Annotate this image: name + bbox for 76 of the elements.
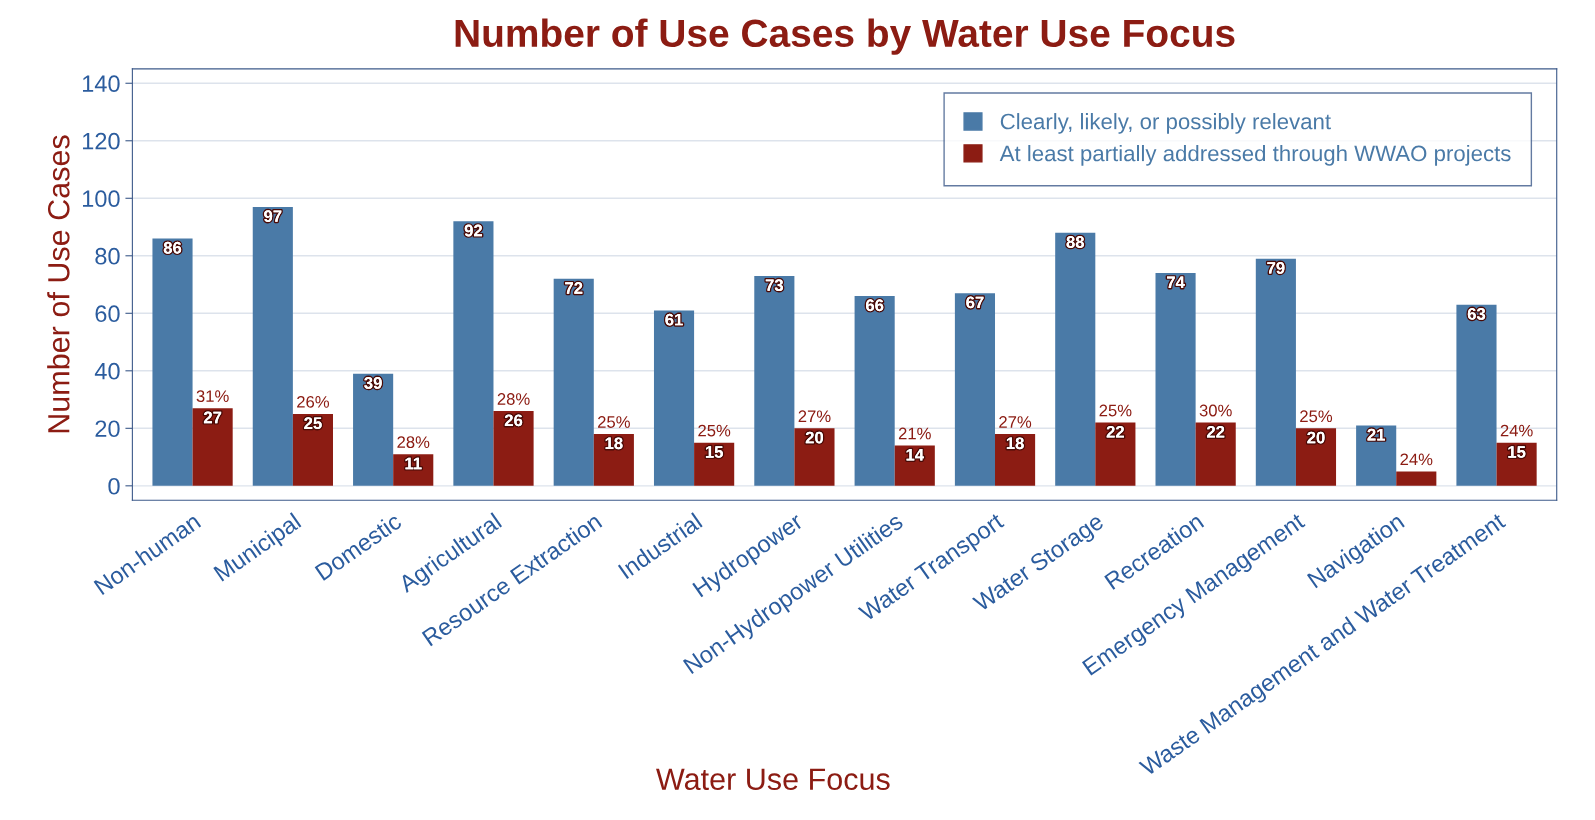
- data-label: 74: [1167, 276, 1185, 288]
- data-label: 86: [163, 241, 182, 254]
- bar: [1295, 428, 1337, 486]
- bar: [1055, 232, 1096, 486]
- data-label: 11: [405, 457, 422, 470]
- data-label: 92: [464, 224, 483, 237]
- data-label: 26: [504, 414, 523, 427]
- data-label: 72: [565, 282, 583, 294]
- annotation: 27%: [798, 410, 831, 423]
- data-label: 18: [605, 437, 623, 450]
- annotation: 31%: [196, 390, 229, 403]
- data-label: 88: [1066, 236, 1085, 248]
- annotation: 24%: [1500, 424, 1533, 437]
- bar: [353, 373, 394, 486]
- bar: [854, 296, 895, 486]
- annotation: 25%: [1300, 410, 1333, 423]
- bar: [292, 413, 333, 486]
- bar: [1396, 471, 1437, 486]
- data-label: 39: [364, 377, 382, 389]
- bar: [1155, 273, 1196, 486]
- legend-label: At least partially addressed through WWAO projects: [999, 144, 1511, 166]
- data-label: 14: [906, 449, 924, 461]
- bar: [1255, 258, 1296, 486]
- data-label: 66: [865, 299, 884, 312]
- data-label: 22: [1106, 425, 1124, 438]
- y-tick-label: 100: [82, 190, 120, 208]
- annotation: 28%: [397, 436, 430, 449]
- data-label: 15: [705, 446, 723, 458]
- bar: [754, 275, 795, 486]
- bar: [152, 238, 193, 486]
- bar: [192, 408, 233, 486]
- x-axis-title: Water Use Focus: [656, 768, 890, 791]
- bar: [1195, 422, 1236, 486]
- data-label: 27: [203, 411, 222, 424]
- data-label: 25: [304, 417, 322, 430]
- annotation: 25%: [1099, 404, 1132, 417]
- data-label: 73: [765, 279, 784, 292]
- data-label: 21: [1367, 428, 1385, 441]
- annotation: 25%: [598, 416, 630, 428]
- chart-title: Number of Use Cases by Water Use Focus: [455, 18, 1235, 55]
- data-label: 22: [1206, 425, 1225, 438]
- bar: [1095, 422, 1136, 486]
- bar: [1456, 304, 1497, 486]
- data-label: 15: [1508, 446, 1526, 458]
- data-label: 61: [665, 313, 683, 326]
- bar: [1356, 425, 1397, 486]
- y-tick-label: 20: [95, 420, 120, 438]
- y-tick-label: 40: [94, 362, 120, 380]
- bar: [493, 411, 534, 486]
- data-label: 20: [1307, 431, 1325, 444]
- annotation: 30%: [1199, 404, 1232, 417]
- annotation: 24%: [1400, 453, 1433, 466]
- data-label: 79: [1267, 261, 1285, 274]
- y-tick-label: 0: [108, 477, 120, 495]
- data-label: 97: [264, 210, 282, 223]
- bar: [653, 310, 695, 486]
- annotation: 25%: [698, 424, 731, 437]
- annotation: 27%: [999, 416, 1032, 428]
- data-label: 63: [1467, 307, 1486, 320]
- bar: [553, 278, 594, 486]
- annotation: 26%: [297, 395, 330, 408]
- annotation: 28%: [497, 393, 530, 405]
- bar: [954, 293, 996, 486]
- y-tick-label: 80: [95, 247, 120, 265]
- y-tick-label: 60: [95, 305, 120, 323]
- data-label: 18: [1006, 437, 1024, 450]
- data-label: 67: [966, 296, 984, 309]
- bar: [453, 221, 494, 486]
- y-axis-title: Number of Use Cases: [47, 135, 70, 433]
- data-label: 20: [805, 431, 824, 444]
- y-tick-label: 140: [82, 75, 120, 93]
- legend-label: Clearly, likely, or possibly relevant: [1000, 113, 1331, 134]
- bar: [252, 206, 293, 486]
- y-tick-label: 120: [82, 132, 120, 150]
- bar: [794, 428, 835, 486]
- annotation: 21%: [898, 427, 931, 440]
